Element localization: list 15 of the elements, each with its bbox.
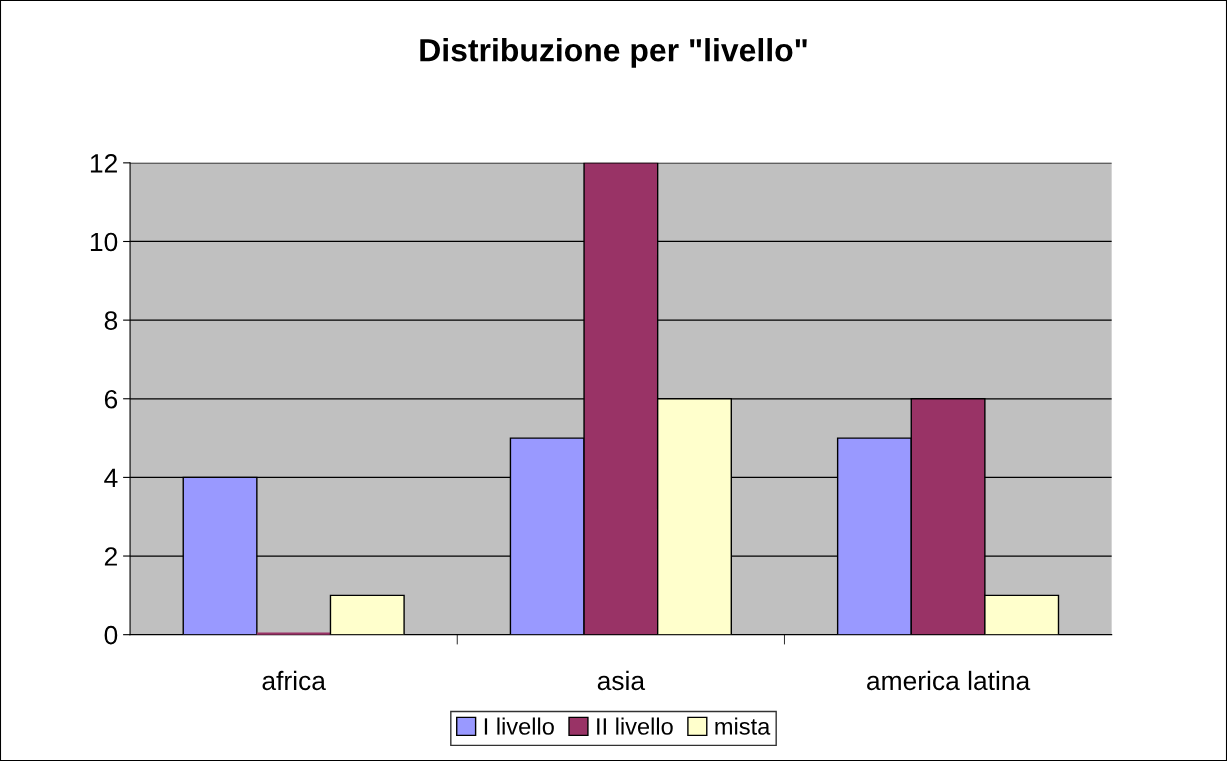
bar [329,594,405,635]
x-tick-label: asia [597,670,646,691]
y-tick-label: 10 [90,232,118,252]
y-tick-label: 6 [104,389,118,409]
y-tick-label: 8 [104,311,118,330]
x-tick-label: africa [262,670,326,691]
y-tick-label: 2 [104,547,117,566]
y-tick-label: 12 [90,153,117,173]
legend-label: mista [715,717,771,735]
x-tick-label: america latina [867,670,1031,691]
y-tick-label: 4 [104,468,118,487]
y-tick-label: 0 [104,625,118,645]
legend-label: II livello [597,717,673,735]
legend-label: I livello [484,717,554,735]
chart-title: Distribuzione per "livello" [420,38,807,68]
